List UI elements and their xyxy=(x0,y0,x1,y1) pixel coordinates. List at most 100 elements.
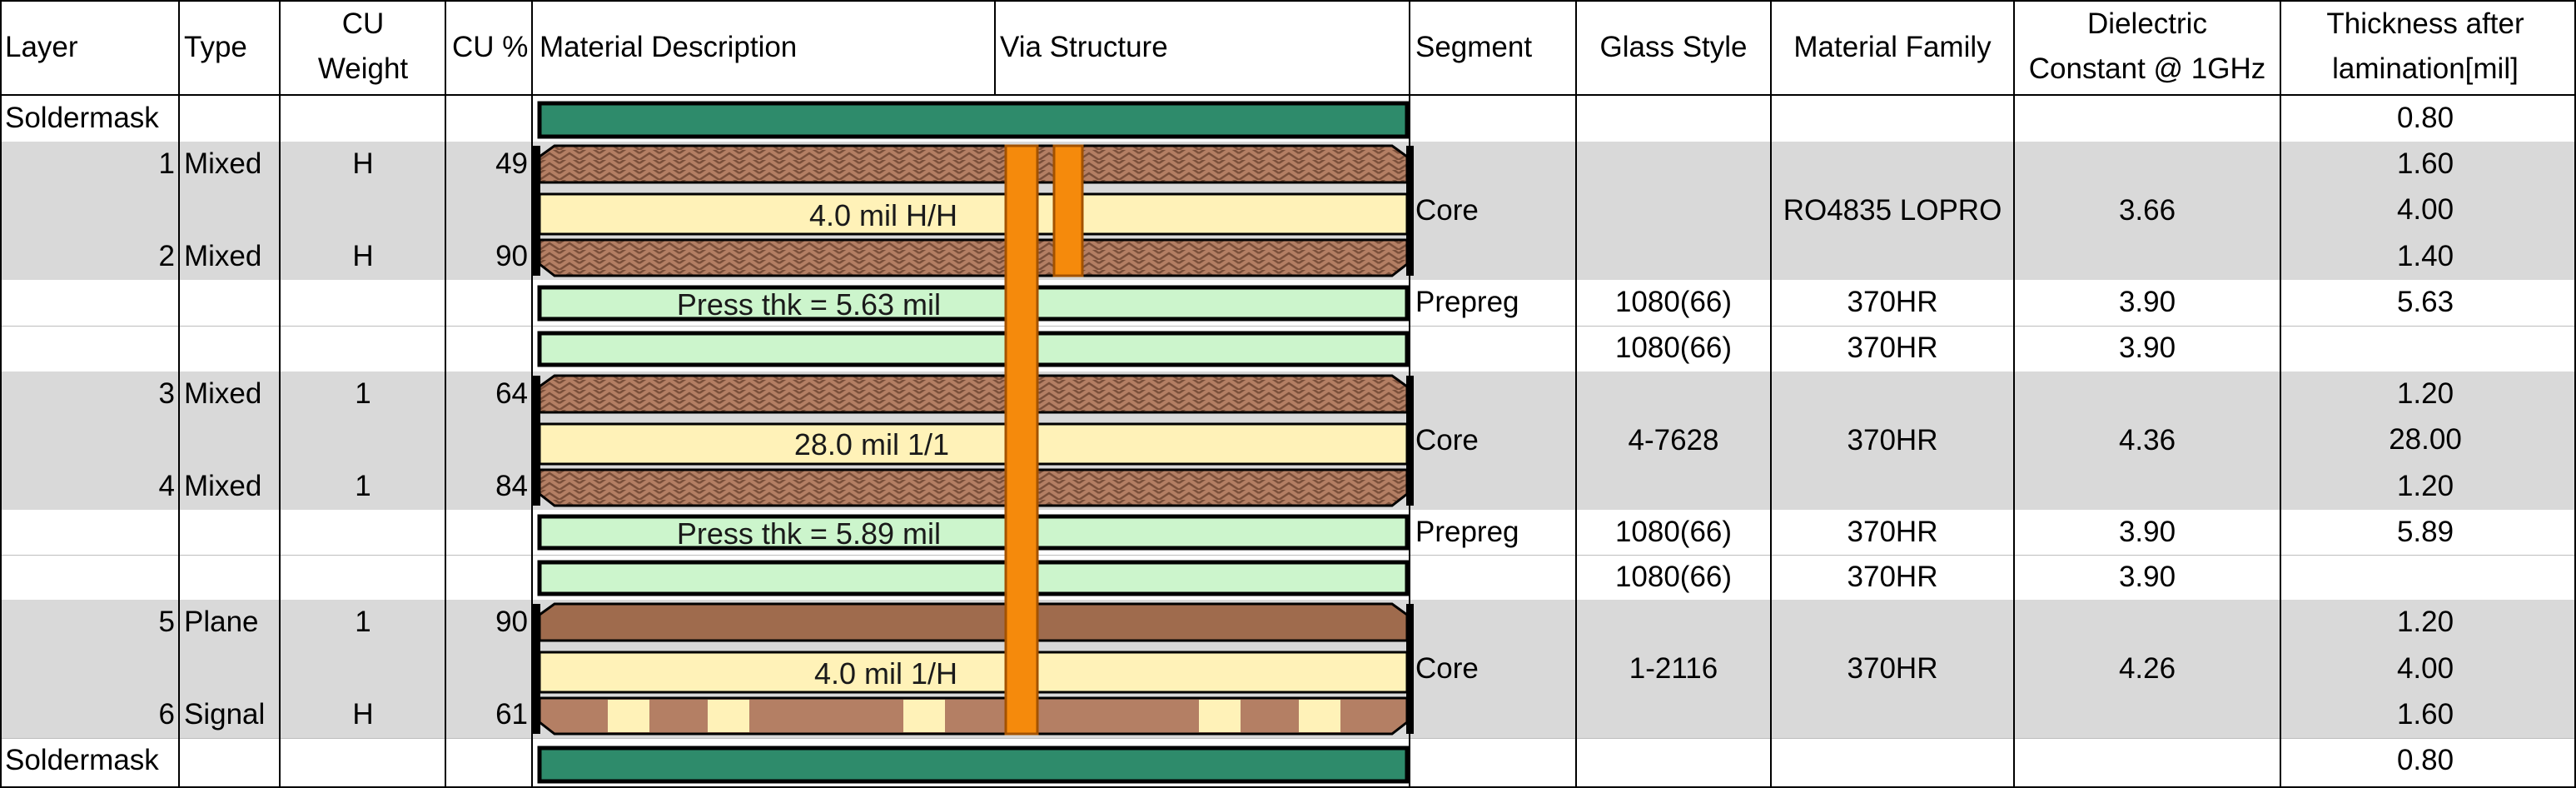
prepreg-sheet-2b xyxy=(537,560,1410,596)
cell-type: Mixed xyxy=(184,470,262,502)
header-thickness-2: lamination[mil] xyxy=(2332,52,2519,85)
prepreg-sheet-2a xyxy=(537,514,1410,551)
cell-dielectric: 3.90 xyxy=(2118,516,2176,548)
cell-thickness: 1.40 xyxy=(2396,240,2454,272)
cell-dielectric: 4.26 xyxy=(2118,652,2176,685)
cell-cu-pct: 49 xyxy=(495,147,528,180)
copper-layer-4 xyxy=(538,468,1409,507)
col-divider xyxy=(445,0,446,788)
cell-cu-pct: 64 xyxy=(495,377,528,410)
header-cu-pct: CU % xyxy=(452,31,529,63)
cell-layer: 2 xyxy=(158,240,175,272)
cell-cu-weight: H xyxy=(352,147,374,180)
gridline xyxy=(0,555,2576,556)
cell-material-family: 370HR xyxy=(1847,516,1938,548)
cell-thickness: 5.89 xyxy=(2396,516,2454,548)
cell-thickness: 1.60 xyxy=(2396,698,2454,731)
cell-type: Mixed xyxy=(184,147,262,180)
core-label-3: 4.0 mil 1/H xyxy=(814,656,957,691)
cell-thickness: 5.63 xyxy=(2396,286,2454,318)
border-bottom xyxy=(0,786,2576,788)
cell-segment: Prepreg xyxy=(1415,286,1519,318)
header-material-description: Material Description xyxy=(540,31,798,63)
cell-segment: Core xyxy=(1415,424,1479,456)
core-edge-left xyxy=(533,146,540,276)
header-cu-weight-2: Weight xyxy=(317,52,409,85)
header-thickness-1: Thickness after xyxy=(2326,7,2524,40)
col-divider xyxy=(1409,0,1410,788)
cell-dielectric: 3.90 xyxy=(2118,332,2176,364)
gridline xyxy=(0,326,2576,327)
cell-layer: 3 xyxy=(158,377,175,410)
cell-layer: Soldermask xyxy=(5,744,159,776)
prepreg-label-1: Press thk = 5.63 mil xyxy=(677,287,941,322)
cell-layer: 1 xyxy=(158,147,175,180)
cell-glass-style: 1080(66) xyxy=(1614,332,1733,364)
cell-layer: 4 xyxy=(158,470,175,502)
cell-cu-weight: 1 xyxy=(355,606,371,638)
cell-layer: 5 xyxy=(158,606,175,638)
cell-glass-style: 1080(66) xyxy=(1614,561,1733,593)
col-divider xyxy=(2280,0,2281,788)
core-label-1: 4.0 mil H/H xyxy=(809,198,957,232)
signal-traces xyxy=(608,700,1340,732)
cell-segment: Core xyxy=(1415,194,1479,227)
prepreg-label-2: Press thk = 5.89 mil xyxy=(677,516,941,551)
col-divider xyxy=(1770,0,1772,788)
cell-material-family: 370HR xyxy=(1847,286,1938,318)
header-dielectric-2: Constant @ 1GHz xyxy=(2028,52,2266,85)
cell-material-family: 370HR xyxy=(1847,332,1938,364)
cell-material-family: 370HR xyxy=(1847,561,1938,593)
header-type: Type xyxy=(184,31,247,63)
signal-trace xyxy=(903,700,945,732)
gridline xyxy=(0,738,2576,739)
cell-glass-style: 1080(66) xyxy=(1614,286,1733,318)
col-divider xyxy=(1575,0,1577,788)
cell-cu-weight: H xyxy=(352,240,374,272)
col-divider xyxy=(531,0,533,788)
cell-glass-style: 1-2116 xyxy=(1629,652,1718,685)
cell-thickness: 28.00 xyxy=(2389,423,2462,456)
cell-cu-pct: 90 xyxy=(495,606,528,638)
header-divider xyxy=(0,94,2576,96)
cell-layer: 6 xyxy=(158,698,175,731)
cell-dielectric: 4.36 xyxy=(2118,424,2176,456)
soldermask-top xyxy=(537,101,1410,139)
through-via xyxy=(1004,144,1039,736)
cell-thickness: 1.20 xyxy=(2396,606,2454,638)
header-material-family: Material Family xyxy=(1793,31,1992,63)
cell-segment: Core xyxy=(1415,652,1479,685)
core-edge-left xyxy=(533,376,540,506)
col-divider xyxy=(2574,0,2576,788)
col-divider xyxy=(178,0,180,788)
cell-glass-style: 1080(66) xyxy=(1614,516,1733,548)
cell-cu-pct: 90 xyxy=(495,240,528,272)
prepreg-sheet-1a xyxy=(537,285,1410,322)
cell-glass-style: 4-7628 xyxy=(1628,424,1719,456)
cell-type: Mixed xyxy=(184,240,262,272)
header-cu-weight-1: CU xyxy=(341,7,385,40)
cell-material-family: RO4835 LOPRO xyxy=(1783,194,2002,227)
cell-cu-pct: 84 xyxy=(495,470,528,502)
copper-layer-2 xyxy=(538,238,1409,277)
cell-dielectric: 3.90 xyxy=(2118,286,2176,318)
cell-thickness: 1.60 xyxy=(2396,147,2454,180)
cell-layer: Soldermask xyxy=(5,102,159,134)
header-dielectric-1: Dielectric xyxy=(2087,7,2207,40)
cell-type: Signal xyxy=(184,698,266,731)
cell-dielectric: 3.90 xyxy=(2118,561,2176,593)
cell-type: Mixed xyxy=(184,377,262,410)
header-segment: Segment xyxy=(1415,31,1533,63)
cell-material-family: 370HR xyxy=(1847,652,1938,685)
header-layer: Layer xyxy=(5,31,78,63)
copper-signal-6 xyxy=(538,696,1409,736)
signal-trace xyxy=(1299,700,1340,732)
core-dielectric-3 xyxy=(538,651,1409,694)
cell-material-family: 370HR xyxy=(1847,424,1938,456)
col-divider xyxy=(279,0,281,788)
core-edge-left xyxy=(533,604,540,734)
cell-cu-weight: 1 xyxy=(355,470,371,502)
signal-trace xyxy=(708,700,749,732)
core-dielectric-1 xyxy=(538,192,1409,236)
